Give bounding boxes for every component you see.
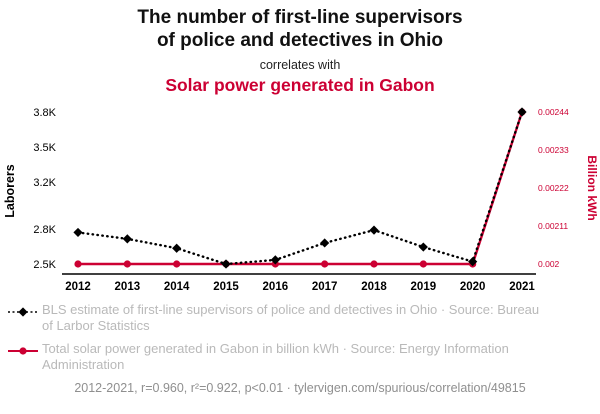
- x-axis-tick-label: 2014: [164, 281, 190, 293]
- x-axis-tick-label: 2016: [263, 281, 289, 293]
- left-axis-tick-label: 3.8K: [33, 107, 56, 119]
- right-axis-tick-label: 0.00222: [538, 183, 569, 193]
- x-axis-tick-label: 2015: [213, 281, 239, 293]
- right-axis-tick-label: 0.00244: [538, 107, 569, 117]
- series-line: [78, 111, 524, 265]
- data-point-diamond: [122, 233, 132, 244]
- x-axis-tick-label: 2012: [65, 281, 91, 293]
- data-point-circle: [74, 259, 82, 268]
- right-axis-tick-label: 0.00211: [538, 221, 568, 231]
- chart-legend: BLS estimate of first-line supervisors o…: [8, 302, 600, 374]
- data-point-diamond: [73, 227, 83, 237]
- right-axis-title: Billion kWh: [585, 155, 599, 220]
- legend-text-solar: Total solar power generated in Gabon in …: [42, 341, 509, 373]
- x-axis-tick-label: 2018: [361, 281, 387, 293]
- right-axis-tick-label: 0.00233: [538, 145, 569, 155]
- title-line-2: of police and detectives in Ohio: [156, 29, 444, 51]
- chart-subtitle: Solar power generated in Gabon: [165, 74, 435, 95]
- x-axis-tick-label: 2017: [312, 281, 338, 293]
- left-axis-tick-label: 3.5K: [33, 142, 56, 154]
- chart-header: The number of first-line supervisors of …: [0, 0, 600, 96]
- data-point-circle: [419, 259, 427, 268]
- data-point-circle: [123, 259, 131, 268]
- data-point-circle: [173, 259, 181, 268]
- legend-text-police: BLS estimate of first-line supervisors o…: [42, 301, 540, 333]
- left-axis-tick-label: 2.5K: [33, 259, 56, 271]
- x-axis-tick-label: 2020: [460, 281, 486, 293]
- left-axis-tick-label: 3.2K: [33, 177, 56, 189]
- x-axis-tick-label: 2013: [115, 281, 141, 293]
- data-point-diamond: [320, 237, 330, 248]
- legend-item-solar: Total solar power generated in Gabon in …: [8, 341, 600, 374]
- x-axis-tick-label: 2021: [509, 281, 535, 293]
- circle-series-marker-icon: [8, 344, 38, 362]
- data-point-diamond: [172, 243, 182, 253]
- data-point-diamond: [221, 258, 231, 269]
- stats-footer: 2012-2021, r=0.960, r²=0.922, p<0.01 · t…: [74, 380, 526, 395]
- diamond-series-marker-icon: [8, 305, 38, 323]
- line-chart: 2.5K 2.8K 3.2K 3.5K 3.8K 0.002 0.00211 0.00222 0…: [3, 106, 599, 293]
- right-axis-tick-label: 0.002: [538, 259, 560, 269]
- left-axis-title: Laborers: [3, 164, 17, 218]
- correlates-with-label: correlates with: [259, 57, 341, 72]
- title-line-1: The number of first-line supervisors: [137, 7, 463, 28]
- data-point-diamond: [369, 225, 379, 235]
- data-point-diamond: [418, 242, 428, 252]
- data-point-circle: [321, 259, 329, 268]
- x-axis-tick-label: 2019: [411, 281, 437, 293]
- left-axis-tick-label: 2.8K: [33, 224, 56, 236]
- series-line: [76, 110, 524, 265]
- legend-item-police: BLS estimate of first-line supervisors o…: [8, 302, 600, 335]
- data-point-diamond: [517, 106, 527, 117]
- data-point-circle: [370, 259, 378, 268]
